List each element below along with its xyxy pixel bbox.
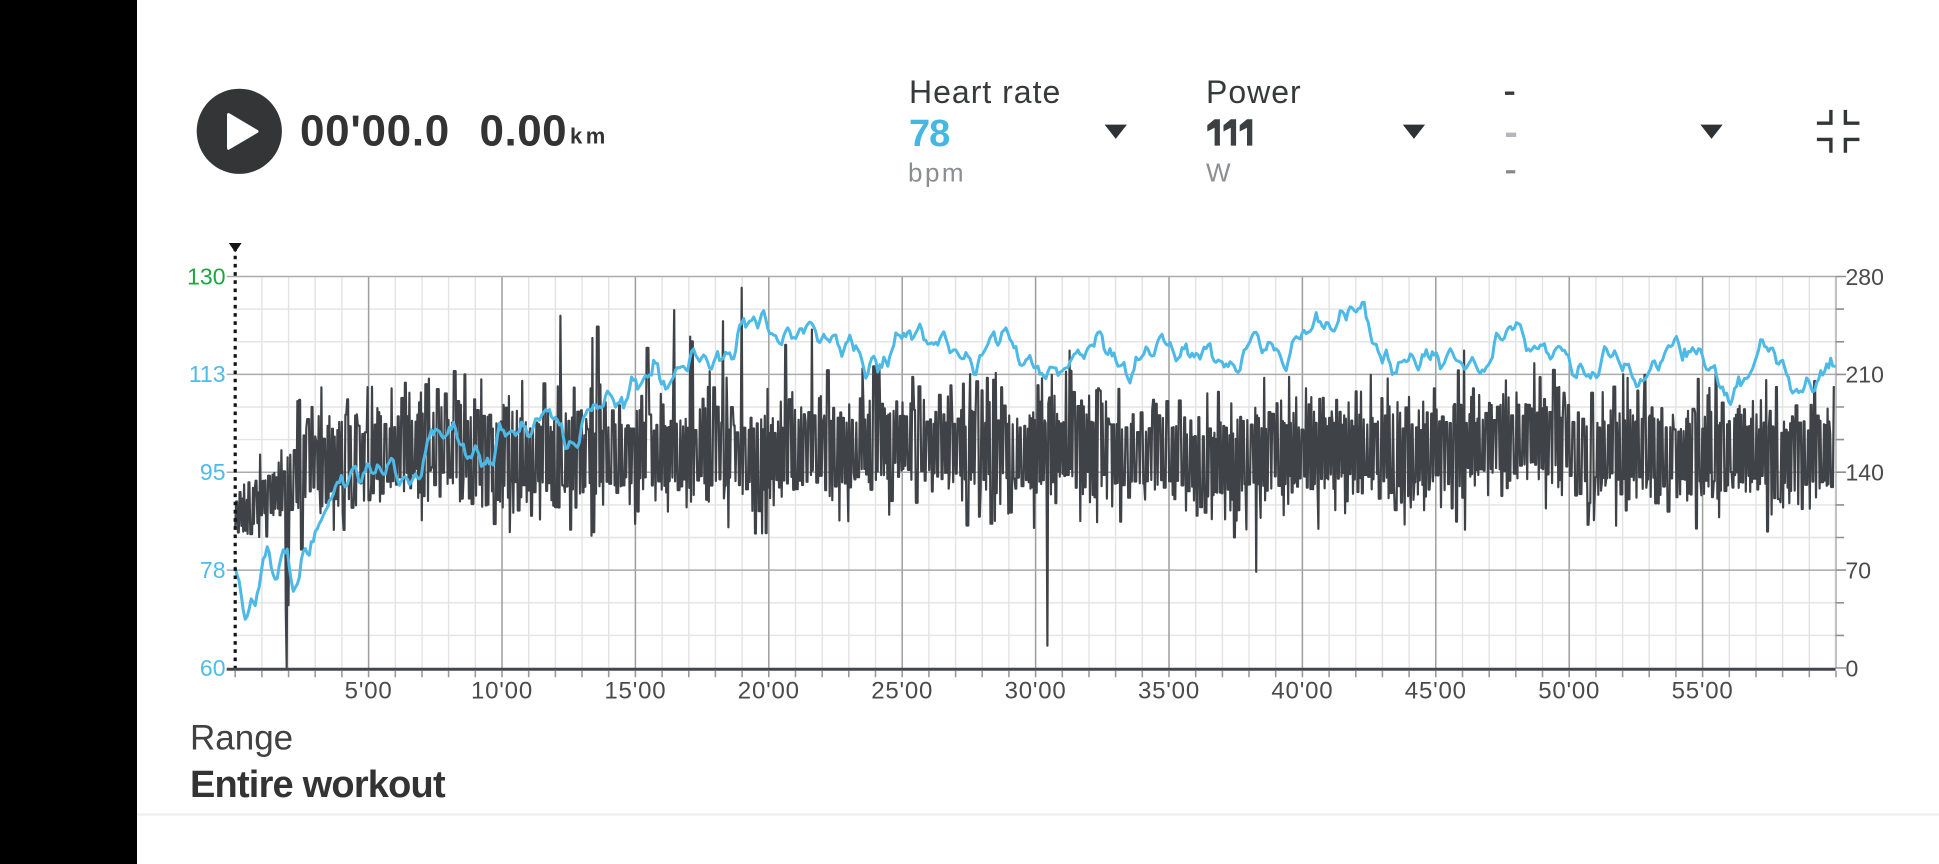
svg-text:15'00: 15'00 bbox=[604, 678, 666, 705]
svg-text:130: 130 bbox=[187, 263, 225, 289]
svg-text:60: 60 bbox=[200, 655, 226, 681]
svg-text:10'00: 10'00 bbox=[471, 678, 533, 705]
svg-text:95: 95 bbox=[200, 459, 226, 485]
svg-text:km: km bbox=[570, 124, 609, 149]
svg-text:0: 0 bbox=[1846, 655, 1859, 681]
svg-text:Power: Power bbox=[1206, 74, 1302, 110]
svg-text:30'00: 30'00 bbox=[1005, 678, 1067, 705]
svg-text:55'00: 55'00 bbox=[1672, 678, 1734, 705]
svg-text:50'00: 50'00 bbox=[1538, 678, 1600, 705]
svg-text:78: 78 bbox=[200, 557, 226, 583]
svg-text:35'00: 35'00 bbox=[1138, 678, 1200, 705]
svg-text:280: 280 bbox=[1846, 264, 1884, 290]
svg-text:Heart rate: Heart rate bbox=[909, 74, 1061, 110]
svg-text:113: 113 bbox=[189, 361, 226, 387]
svg-text:5'00: 5'00 bbox=[345, 678, 393, 705]
svg-text:0.00: 0.00 bbox=[480, 107, 568, 156]
svg-text:210: 210 bbox=[1846, 362, 1884, 388]
svg-text:40'00: 40'00 bbox=[1271, 678, 1333, 705]
svg-text:20'00: 20'00 bbox=[738, 678, 800, 705]
svg-text:25'00: 25'00 bbox=[871, 678, 933, 705]
svg-text:45'00: 45'00 bbox=[1405, 678, 1467, 705]
svg-text:78: 78 bbox=[909, 113, 949, 155]
svg-text:Entire workout: Entire workout bbox=[190, 764, 446, 806]
svg-text:70: 70 bbox=[1846, 557, 1872, 583]
svg-text:Range: Range bbox=[190, 719, 293, 758]
svg-text:bpm: bpm bbox=[908, 158, 966, 188]
svg-text:140: 140 bbox=[1846, 460, 1884, 486]
svg-text:W: W bbox=[1206, 158, 1231, 188]
svg-text:00'00.0: 00'00.0 bbox=[300, 107, 450, 156]
